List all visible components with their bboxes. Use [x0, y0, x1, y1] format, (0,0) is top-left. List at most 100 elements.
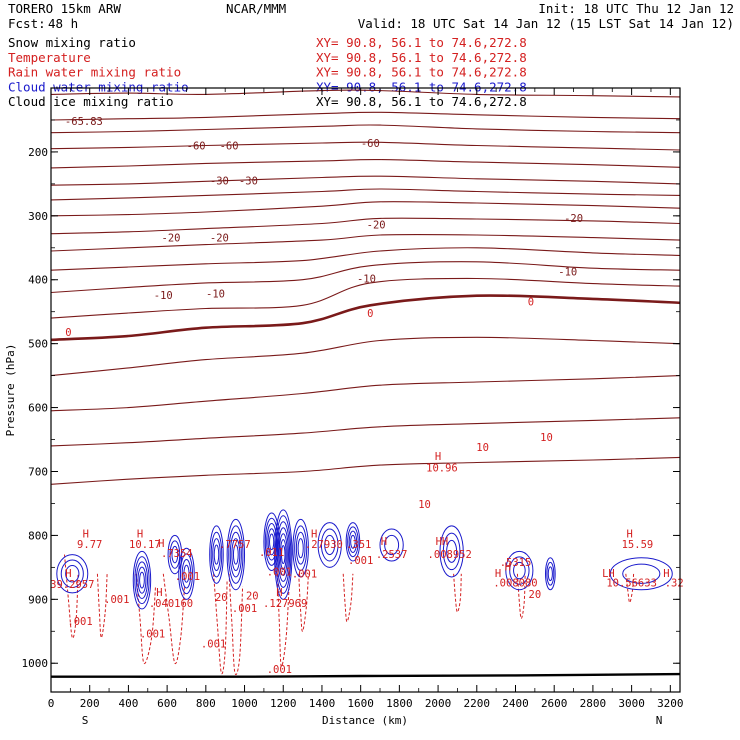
x-axis-right-end: N	[656, 714, 663, 727]
rain-contour	[276, 573, 290, 667]
cloud-water-ring	[263, 512, 280, 572]
isotherm-line	[50, 89, 681, 98]
contour-label: .001	[140, 629, 165, 641]
cloud-water-ring	[348, 530, 358, 553]
rain-contour	[625, 573, 635, 604]
cloud-water-ring	[609, 557, 673, 591]
contour-label: -10	[357, 273, 376, 285]
cloud-water-ring	[264, 517, 279, 566]
contour-label: .011	[259, 547, 284, 559]
cloud-water-ring	[226, 518, 246, 591]
field-xy: XY= 90.8, 56.1 to 74.6,272.8	[316, 50, 527, 65]
isotherm-line	[50, 201, 681, 217]
field-name: Snow mixing ratio	[8, 35, 136, 50]
contour-label: 0	[65, 327, 71, 339]
x-tick-label: 3200	[657, 697, 684, 710]
contour-label: .040160	[149, 598, 193, 610]
contour-label: 10	[418, 499, 431, 511]
cloud-water-ring	[210, 531, 223, 578]
isotherm-line	[50, 111, 681, 121]
contour-label: -10	[154, 290, 173, 302]
isotherm-line	[50, 294, 681, 342]
x-tick-label: 2800	[580, 697, 607, 710]
x-axis-label: Distance (km)	[322, 714, 408, 727]
contour-label: 10.56633	[606, 578, 657, 590]
x-tick-label: 2200	[464, 697, 491, 710]
cloud-water-ring	[547, 566, 553, 582]
x-tick-label: 1200	[270, 697, 297, 710]
cloud-water-ring	[295, 531, 306, 565]
contour-label: .351	[346, 539, 371, 551]
cloud-water-ring	[132, 550, 152, 610]
contour-label: HH	[436, 536, 449, 548]
cloud-water-ring	[350, 534, 356, 549]
cloud-water-ring	[139, 571, 145, 589]
fcst-label: Fcst:	[8, 16, 46, 31]
x-tick-label: 2400	[502, 697, 529, 710]
cloud-water-ring	[279, 539, 287, 570]
contour-label: -20	[210, 232, 229, 244]
contour-label: .7757	[219, 539, 251, 551]
contour-label: .2537	[376, 549, 408, 561]
field-name: Rain water mixing ratio	[8, 65, 181, 80]
contour-label: 20	[529, 589, 542, 601]
contour-label: -60	[187, 140, 206, 152]
y-tick-label: 700	[28, 465, 48, 478]
surface-line	[50, 672, 681, 678]
isotherm-line	[50, 159, 681, 169]
contour-label: .27930	[305, 539, 343, 551]
cloud-water-ring	[209, 525, 224, 584]
contour-label: H	[137, 528, 143, 540]
isotherm-line	[50, 375, 681, 412]
center-label: NCAR/MMM	[226, 1, 286, 16]
isotherm-line	[50, 217, 681, 235]
contour-label: H	[505, 562, 511, 574]
y-tick-label: 300	[28, 210, 48, 223]
isotherm-line	[50, 336, 681, 377]
contour-label: .001	[267, 567, 292, 579]
cloud-water-ring	[446, 539, 458, 563]
cloud-water-ring	[228, 525, 244, 584]
isotherm-line	[50, 247, 681, 271]
rain-contour	[298, 573, 309, 632]
field-legend: Snow mixing ratio XY= 90.8, 56.1 to 74.6,…	[8, 35, 527, 109]
x-axis-left-end: S	[82, 714, 89, 727]
contour-label: -60	[361, 138, 380, 150]
contour-label: -10	[558, 266, 577, 278]
rain-contour	[342, 573, 354, 623]
isotherm-line	[50, 124, 681, 134]
contour-label: .008080	[493, 578, 537, 590]
isotherm-line	[50, 277, 681, 319]
contour-label: H	[83, 528, 89, 540]
contour-label: .001	[175, 571, 200, 583]
cloud-water-ring	[384, 534, 400, 556]
cloud-water-ring	[379, 528, 404, 562]
field-name: Cloud ice mixing ratio	[8, 94, 174, 109]
surface-pressure-line	[50, 672, 681, 678]
cloud-water-ring	[347, 526, 359, 558]
cloud-water-ring	[317, 522, 342, 568]
contour-label: .001	[232, 603, 257, 615]
contour-label: 9.77	[77, 539, 102, 551]
isotherm-line	[50, 141, 681, 151]
contour-label: .001	[104, 594, 129, 606]
cloud-water-ring	[276, 521, 291, 588]
model-label: TORERO 15km ARW	[8, 1, 121, 16]
contour-label: 10	[540, 432, 553, 444]
contour-label: 39.2957	[50, 579, 94, 591]
cloud-water-ring	[345, 522, 361, 562]
cloud-water-ring	[513, 561, 526, 580]
temperature-isotherms	[50, 89, 681, 485]
cloud-water-ring	[269, 533, 275, 551]
contour-label: H	[158, 538, 164, 550]
cloud-water-ring	[320, 528, 339, 562]
cloud-water-ring	[134, 556, 150, 605]
contour-label: .001	[67, 616, 92, 628]
contour-label: .001	[267, 664, 292, 676]
contour-label: -30	[239, 176, 258, 188]
x-tick-label: 2000	[425, 697, 452, 710]
contour-label: -10	[206, 289, 225, 301]
field-xy: XY= 90.8, 56.1 to 74.6,272.8	[316, 35, 527, 50]
cloud-water-ring	[229, 531, 242, 578]
